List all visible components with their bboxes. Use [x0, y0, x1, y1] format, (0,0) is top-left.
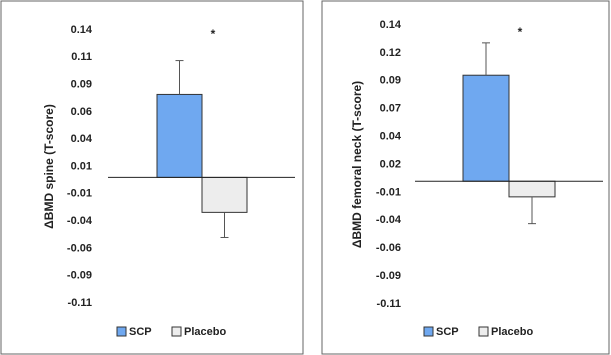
legend-label: SCP	[436, 326, 459, 338]
y-tick-label: 0.09	[380, 75, 401, 87]
legend-swatch	[171, 326, 182, 337]
y-tick-label: -0.04	[376, 214, 402, 226]
legend-label: Placebo	[184, 326, 226, 338]
y-tick-label: 0.09	[71, 79, 92, 91]
y-tick-label: 0.04	[71, 133, 93, 145]
y-tick-label: 0.06	[71, 106, 92, 118]
panel-frame	[0, 0, 304, 355]
significance-mark: *	[211, 27, 216, 41]
y-tick-label: -0.11	[377, 298, 401, 310]
legend-label: SCP	[129, 326, 152, 338]
legend-swatch	[116, 326, 127, 337]
bar	[201, 176, 248, 213]
legend-swatch	[478, 326, 489, 337]
y-tick-label: 0.04	[380, 131, 402, 143]
y-tick-label: -0.01	[67, 188, 92, 200]
y-tick-label: -0.06	[376, 242, 401, 254]
legend-swatch	[423, 326, 434, 337]
bar	[156, 93, 203, 178]
bar	[508, 180, 556, 198]
significance-mark: *	[518, 25, 523, 39]
y-tick-label: -0.04	[67, 215, 93, 227]
bar	[462, 74, 510, 182]
y-tick-label: -0.06	[67, 242, 92, 254]
panel-frame	[321, 0, 610, 355]
y-tick-label: 0.07	[380, 103, 401, 115]
y-tick-label: -0.11	[68, 297, 92, 309]
y-tick-label: 0.14	[380, 19, 402, 31]
y-tick-label: -0.09	[67, 270, 92, 282]
y-tick-label: 0.01	[71, 160, 92, 172]
y-tick-label: 0.14	[71, 24, 93, 36]
y-tick-label: 0.12	[380, 47, 401, 59]
y-tick-label: 0.11	[71, 51, 92, 63]
y-axis-title: ΔBMD femoral neck (T-score)	[350, 81, 364, 248]
legend-label: Placebo	[491, 326, 533, 338]
y-tick-label: -0.01	[376, 186, 401, 198]
y-tick-label: -0.09	[376, 270, 401, 282]
y-tick-label: 0.02	[380, 158, 401, 170]
y-axis-title: ΔBMD spine (T-score)	[42, 104, 56, 229]
